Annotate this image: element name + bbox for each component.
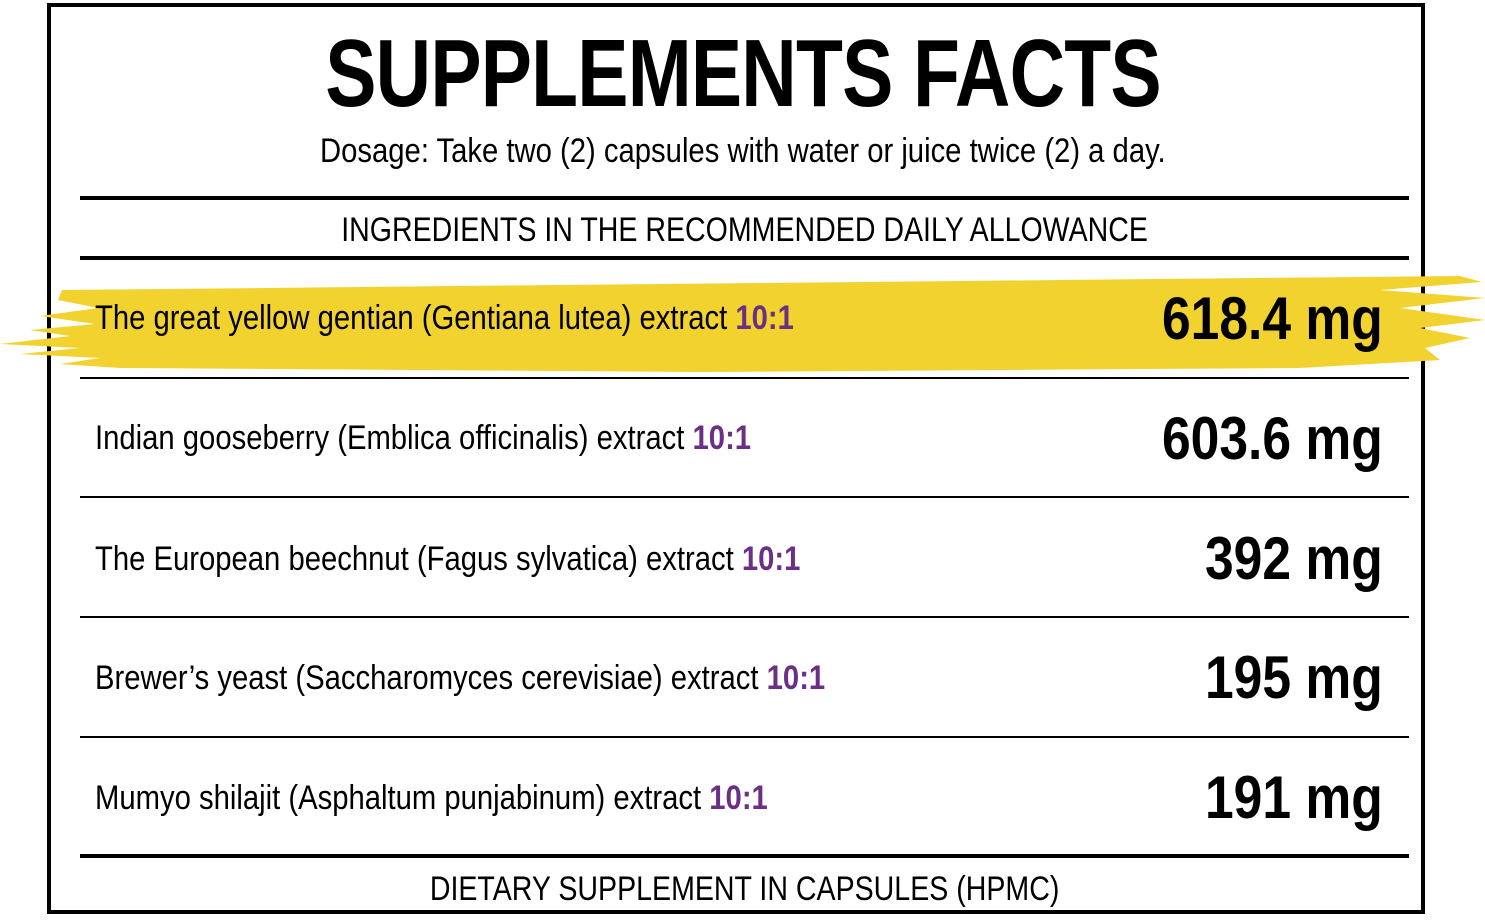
section-header: INGREDIENTS IN THE RECOMMENDED DAILY ALL…	[341, 211, 1148, 249]
divider-top	[80, 196, 1409, 200]
page-title: SUPPLEMENTS FACTS	[325, 20, 1161, 127]
ingredient-name: Brewer’s yeast (Saccharomyces cerevisiae…	[95, 659, 759, 697]
row-divider	[80, 616, 1409, 618]
dosage-instructions: Dosage: Take two (2) capsules with water…	[320, 132, 1166, 170]
ingredient-name: The European beechnut (Fagus sylvatica) …	[95, 540, 734, 578]
extract-ratio: 10:1	[766, 659, 826, 697]
extract-ratio: 10:1	[692, 419, 752, 457]
ingredient-row-1-amount: 618.4 mg	[1162, 285, 1383, 352]
highlight-brush-shape	[0, 276, 1485, 372]
ingredient-name: The great yellow gentian (Gentiana lutea…	[95, 299, 728, 337]
row-divider	[80, 377, 1409, 379]
extract-ratio: 10:1	[709, 779, 768, 817]
footer-note: DIETARY SUPPLEMENT IN CAPSULES (HPMC)	[429, 870, 1060, 908]
ingredient-row-3-name: The European beechnut (Fagus sylvatica) …	[95, 539, 800, 579]
extract-ratio: 10:1	[735, 299, 794, 337]
ingredient-name: Mumyo shilajit (Asphaltum punjabinum) ex…	[95, 779, 702, 817]
extract-ratio: 10:1	[741, 540, 801, 578]
ingredient-row-4-amount: 195 mg	[1205, 644, 1383, 711]
highlight-brush-stroke	[0, 276, 1485, 372]
row-divider	[80, 496, 1409, 498]
divider-bottom	[80, 854, 1409, 858]
divider-header	[80, 256, 1409, 260]
ingredient-row-2-amount: 603.6 mg	[1162, 405, 1383, 472]
ingredient-name: Indian gooseberry (Emblica officinalis) …	[95, 419, 685, 457]
row-divider	[80, 736, 1409, 738]
supplement-facts-panel	[47, 3, 1425, 914]
ingredient-row-4-name: Brewer’s yeast (Saccharomyces cerevisiae…	[95, 658, 825, 698]
ingredient-row-3-amount: 392 mg	[1205, 525, 1383, 592]
ingredient-row-2-name: Indian gooseberry (Emblica officinalis) …	[95, 418, 751, 458]
ingredient-row-5-name: Mumyo shilajit (Asphaltum punjabinum) ex…	[95, 778, 768, 818]
ingredient-row-5-amount: 191 mg	[1205, 764, 1383, 831]
ingredient-row-1-name: The great yellow gentian (Gentiana lutea…	[95, 298, 794, 338]
